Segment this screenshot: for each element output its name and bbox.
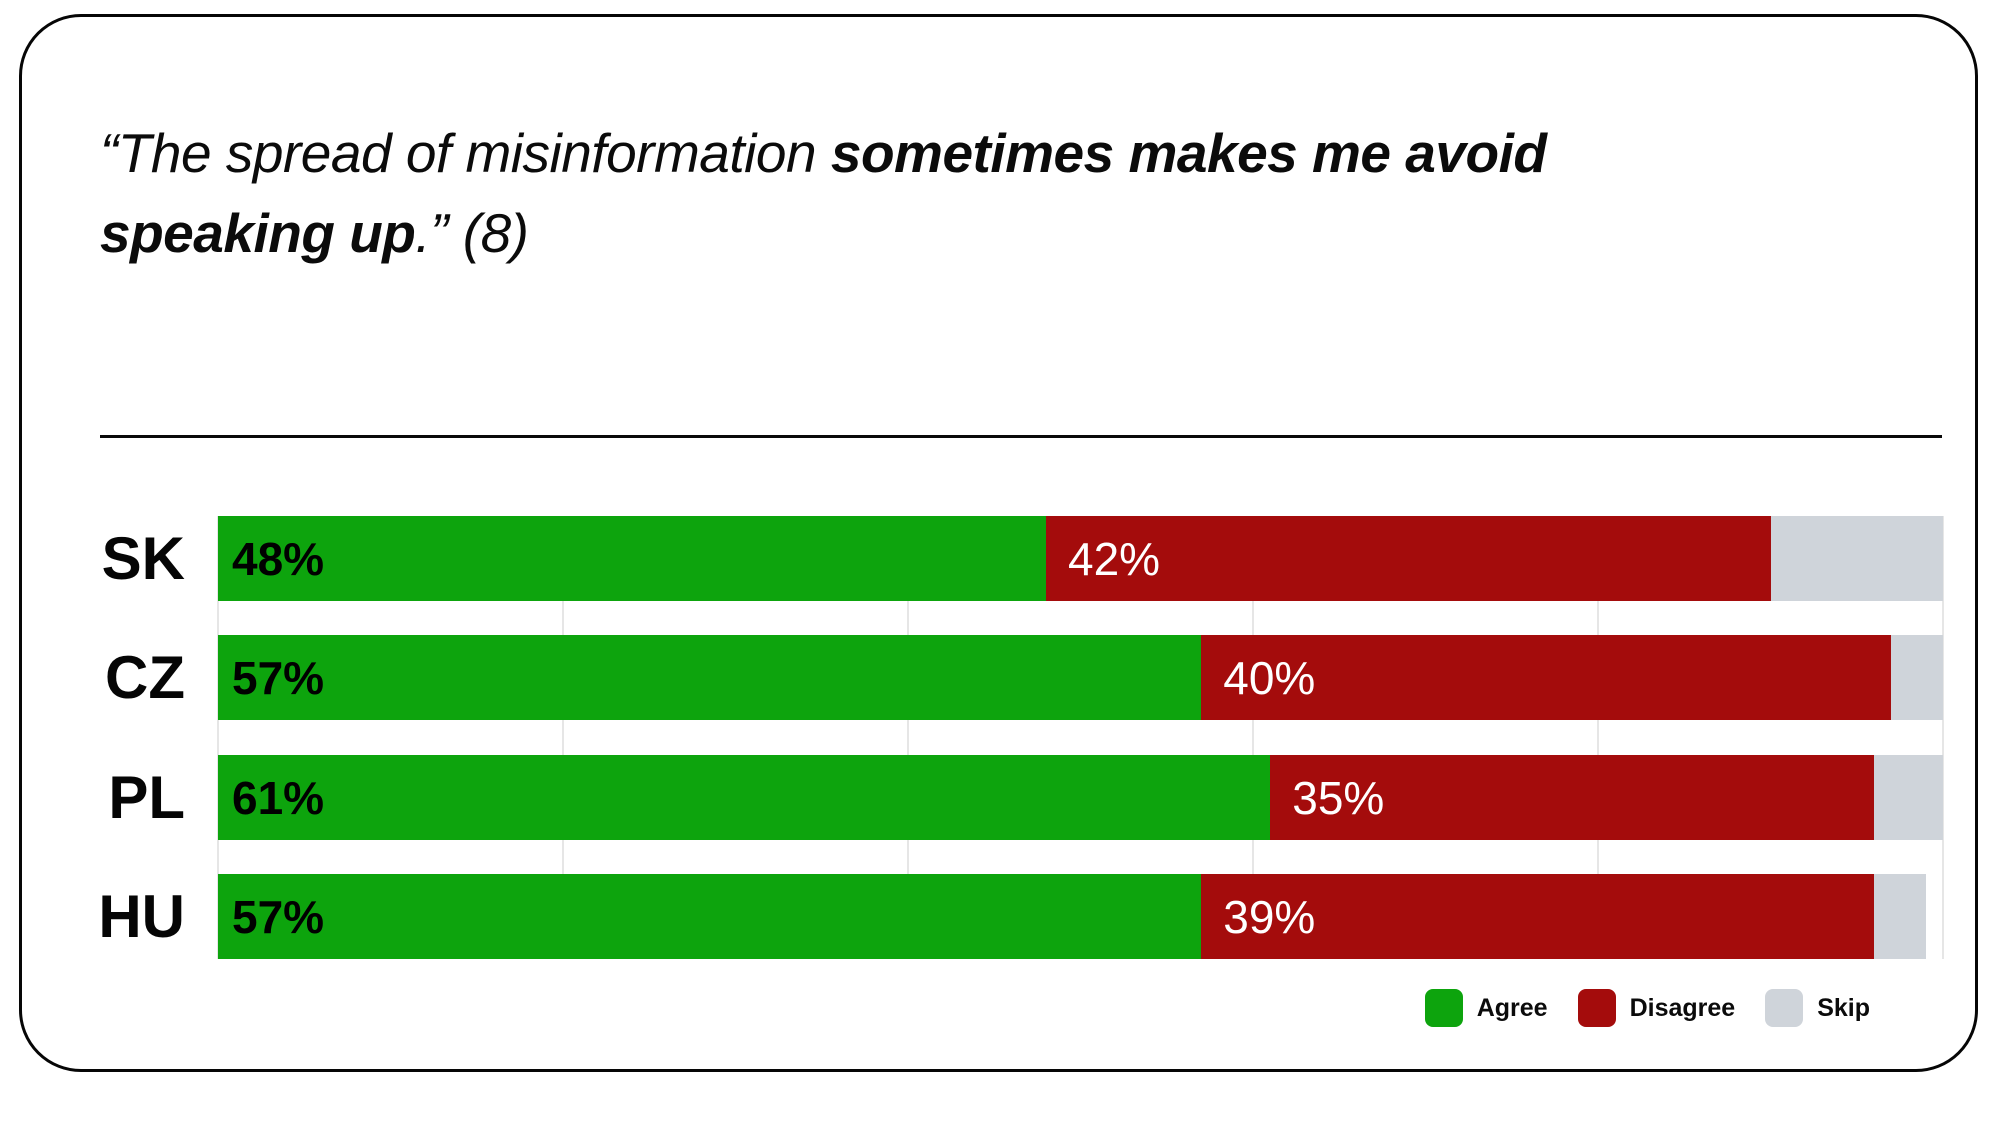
- bar-segment-agree-hu: 57%: [218, 874, 1202, 959]
- bar-value-label: 39%: [1223, 890, 1316, 943]
- chart-title: “The spread of misinformation sometimes …: [100, 113, 1950, 273]
- legend-swatch-disagree: [1577, 989, 1616, 1027]
- gridline-80pct: [1597, 516, 1599, 959]
- bar-segment-skip-sk: [1770, 516, 1943, 601]
- title-bold-line2: speaking up: [100, 202, 416, 264]
- bar-value-label: 57%: [232, 890, 325, 943]
- title-suffix: .” (8): [415, 202, 529, 264]
- gridline-40pct: [907, 516, 909, 959]
- legend-item-disagree: Disagree: [1577, 989, 1736, 1027]
- bar-value-label: 57%: [232, 651, 325, 704]
- bar-row-cz: 57% 40%: [218, 635, 1943, 720]
- bar-segment-agree-cz: 57%: [218, 635, 1202, 720]
- bar-row-hu: 57% 39%: [218, 874, 1926, 959]
- row-label-cz: CZ: [105, 644, 185, 711]
- title-prefix: “The spread of misinformation: [100, 122, 831, 184]
- bar-row-sk: 48% 42%: [218, 516, 1943, 601]
- legend-swatch-agree: [1424, 989, 1463, 1027]
- gridline-60pct: [1252, 516, 1254, 959]
- legend-item-agree: Agree: [1424, 989, 1548, 1027]
- bar-segment-disagree-pl: 35%: [1270, 755, 1874, 840]
- bar-value-label: 40%: [1223, 651, 1316, 704]
- row-label-hu: HU: [98, 883, 185, 950]
- legend-label: Disagree: [1629, 993, 1736, 1022]
- gridline-20pct: [562, 516, 564, 959]
- bar-segment-disagree-sk: 42%: [1046, 516, 1771, 601]
- gridline-0pct: [217, 516, 219, 959]
- bar-value-label: 35%: [1292, 771, 1385, 824]
- legend-label: Skip: [1817, 993, 1870, 1022]
- bar-value-label: 48%: [232, 532, 325, 585]
- bar-segment-skip-pl: [1874, 755, 1943, 840]
- title-divider: [100, 435, 1942, 438]
- slide-card: “The spread of misinformation sometimes …: [19, 14, 1978, 1072]
- bar-value-label: 42%: [1068, 532, 1161, 585]
- bar-row-pl: 61% 35%: [218, 755, 1943, 840]
- title-bold-line1: sometimes makes me avoid: [830, 122, 1547, 184]
- row-label-sk: SK: [101, 525, 185, 592]
- bar-segment-agree-pl: 61%: [218, 755, 1271, 840]
- bar-segment-disagree-hu: 39%: [1201, 874, 1874, 959]
- bar-value-label: 61%: [232, 771, 325, 824]
- row-label-pl: PL: [108, 764, 185, 831]
- bar-segment-skip-hu: [1874, 874, 1926, 959]
- chart-legend: Agree Disagree Skip: [1424, 988, 1870, 1028]
- bar-segment-agree-sk: 48%: [218, 516, 1046, 601]
- bar-segment-disagree-cz: 40%: [1201, 635, 1892, 720]
- gridline-100pct: [1942, 516, 1944, 959]
- legend-label: Agree: [1476, 993, 1548, 1022]
- legend-swatch-skip: [1765, 989, 1804, 1027]
- bar-segment-skip-cz: [1891, 635, 1943, 720]
- legend-item-skip: Skip: [1765, 989, 1870, 1027]
